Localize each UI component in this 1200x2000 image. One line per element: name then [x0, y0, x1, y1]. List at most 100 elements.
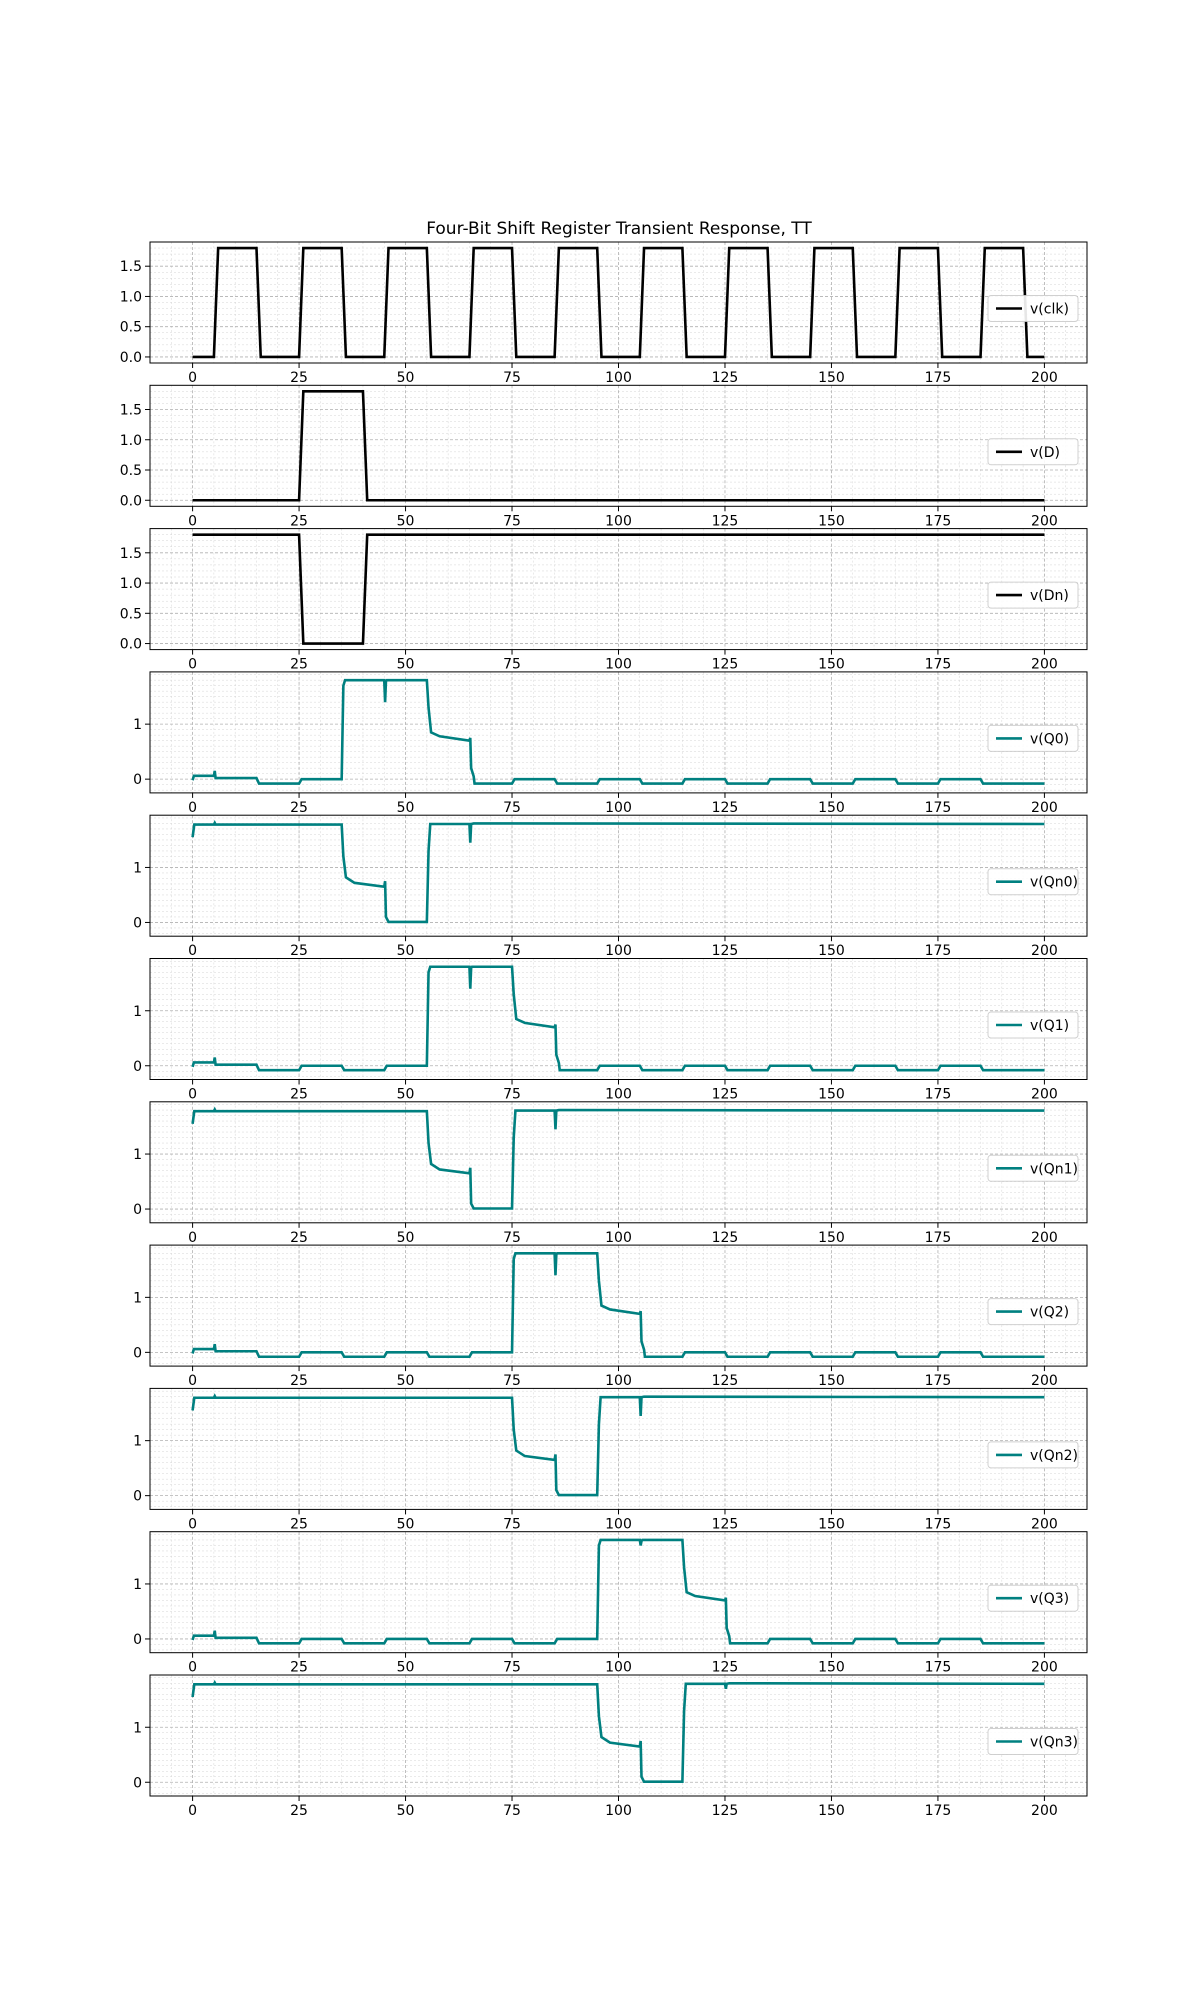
- legend-frame: [987, 1728, 1079, 1755]
- subplot-v-qn0: 0 25 50 75 100 125 150 175 200 0 1 v(Qn0): [133, 814, 1088, 959]
- axes-frame: [149, 1387, 1088, 1510]
- legend-label: v(Qn2): [1030, 1448, 1078, 1464]
- x-tick-label: 75: [503, 1087, 521, 1103]
- axes-frame: [149, 958, 1088, 1080]
- signal-line-v-q0: [191, 678, 1045, 785]
- legend-v-q2: v(Q2): [987, 1298, 1079, 1326]
- y-tick-label: 1: [133, 1290, 142, 1306]
- x-tick-label: 100: [605, 800, 632, 816]
- y-tick-label: 1: [133, 1720, 142, 1736]
- signal-line-v-qn2: [191, 1393, 1045, 1497]
- x-tick-label: 75: [503, 1230, 521, 1246]
- y-tick-label: 1.5: [120, 403, 142, 419]
- x-tick-label: 200: [1031, 657, 1058, 673]
- x-tick-label: 150: [818, 513, 845, 529]
- y-tick-label: 0.0: [120, 637, 142, 653]
- legend-label: v(Dn): [1030, 588, 1069, 604]
- x-tick-label: 50: [397, 1516, 415, 1532]
- axes-frame: [149, 1531, 1088, 1654]
- legend-label: v(Qn3): [1030, 1735, 1078, 1751]
- axes-frame: [149, 1101, 1088, 1224]
- signal-line-v-dn: [192, 533, 1045, 645]
- x-tick-label: 100: [605, 657, 632, 673]
- x-tick-label: 0: [188, 800, 197, 816]
- y-tick-label: 0: [133, 1202, 142, 1218]
- x-tick-label: 25: [290, 1660, 308, 1676]
- subplot-v-qn1: 0 25 50 75 100 125 150 175 200 0 1 v(Qn1): [133, 1101, 1088, 1246]
- y-tick-label: 0: [133, 1775, 142, 1791]
- x-tick-label: 125: [712, 370, 739, 386]
- legend-frame: [987, 295, 1079, 322]
- x-tick-label: 150: [818, 657, 845, 673]
- legend-label: v(clk): [1030, 302, 1069, 318]
- axes-frame: [149, 384, 1088, 507]
- x-tick-label: 50: [397, 1087, 415, 1103]
- x-tick-label: 175: [925, 1087, 952, 1103]
- y-tick-label: 0.0: [120, 350, 142, 366]
- x-tick-label: 175: [925, 370, 952, 386]
- subplot-v-d: 0 25 50 75 100 125 150 175 200 0.0 0.5 1.0 1.5 v(D): [120, 384, 1088, 529]
- subplot-v-qn3: 0 25 50 75 100 125 150 175 200 0 1 v(Qn3): [133, 1674, 1088, 1819]
- legend-frame: [987, 1441, 1079, 1469]
- y-tick-label: 1.0: [120, 433, 142, 449]
- x-tick-label: 200: [1031, 1373, 1058, 1389]
- x-tick-label: 0: [188, 1230, 197, 1246]
- x-tick-label: 25: [290, 943, 308, 959]
- y-tick-label: 0: [133, 915, 142, 931]
- y-tick-label: 1: [133, 1147, 142, 1163]
- x-tick-label: 125: [712, 1087, 739, 1103]
- subplot-v-q1: 0 25 50 75 100 125 150 175 200 0 1 v(Q1): [133, 958, 1088, 1103]
- x-tick-label: 75: [503, 800, 521, 816]
- legend-label: v(Q0): [1030, 731, 1069, 747]
- legend-label: v(Q2): [1030, 1305, 1069, 1321]
- x-tick-label: 200: [1031, 513, 1058, 529]
- y-tick-label: 0: [133, 772, 142, 788]
- signal-line-v-q3: [191, 1538, 1045, 1645]
- legend-label: v(Qn1): [1030, 1161, 1078, 1177]
- x-tick-label: 125: [712, 1660, 739, 1676]
- x-tick-label: 200: [1031, 1660, 1058, 1676]
- axes-frame: [149, 241, 1088, 364]
- y-tick-label: 0.5: [120, 320, 142, 336]
- y-tick-label: 1: [133, 1434, 142, 1450]
- x-tick-label: 25: [290, 1516, 308, 1532]
- y-tick-label: 0.0: [120, 493, 142, 509]
- x-tick-label: 0: [188, 1660, 197, 1676]
- y-tick-label: 0: [133, 1345, 142, 1361]
- x-tick-label: 150: [818, 943, 845, 959]
- x-tick-label: 150: [818, 1660, 845, 1676]
- signal-line-v-qn1: [191, 1106, 1045, 1210]
- y-tick-label: 0: [133, 1632, 142, 1648]
- axes-frame: [149, 528, 1088, 651]
- x-tick-label: 200: [1031, 1803, 1058, 1819]
- x-tick-label: 75: [503, 1660, 521, 1676]
- y-tick-label: 1.0: [120, 576, 142, 592]
- x-tick-label: 0: [188, 657, 197, 673]
- legend-frame: [987, 1298, 1079, 1326]
- x-tick-label: 25: [290, 1373, 308, 1389]
- legend-v-q1: v(Q1): [987, 1011, 1079, 1039]
- signal-line-v-qn3: [191, 1679, 1045, 1783]
- signal-line-v-qn0: [191, 820, 1045, 924]
- x-tick-label: 175: [925, 1660, 952, 1676]
- legend-v-clk: v(clk): [987, 295, 1079, 322]
- x-tick-label: 125: [712, 657, 739, 673]
- x-tick-label: 125: [712, 800, 739, 816]
- x-tick-label: 200: [1031, 800, 1058, 816]
- axes-frame: [149, 1244, 1088, 1367]
- x-tick-label: 150: [818, 1373, 845, 1389]
- axes-frame: [149, 1674, 1088, 1797]
- y-tick-label: 0.5: [120, 463, 142, 479]
- signal-line-v-q1: [191, 965, 1045, 1072]
- signal-line-v-q2: [191, 1252, 1045, 1359]
- x-tick-label: 25: [290, 800, 308, 816]
- subplot-v-dn: 0 25 50 75 100 125 150 175 200 0.0 0.5 1.0 1.5 v(Dn): [120, 528, 1088, 673]
- x-tick-label: 0: [188, 1803, 197, 1819]
- x-tick-label: 100: [605, 1516, 632, 1532]
- x-tick-label: 75: [503, 1803, 521, 1819]
- x-tick-label: 50: [397, 1373, 415, 1389]
- axes-frame: [149, 671, 1088, 794]
- x-tick-label: 100: [605, 1373, 632, 1389]
- legend-label: v(Q3): [1030, 1591, 1069, 1607]
- legend-frame: [987, 581, 1079, 609]
